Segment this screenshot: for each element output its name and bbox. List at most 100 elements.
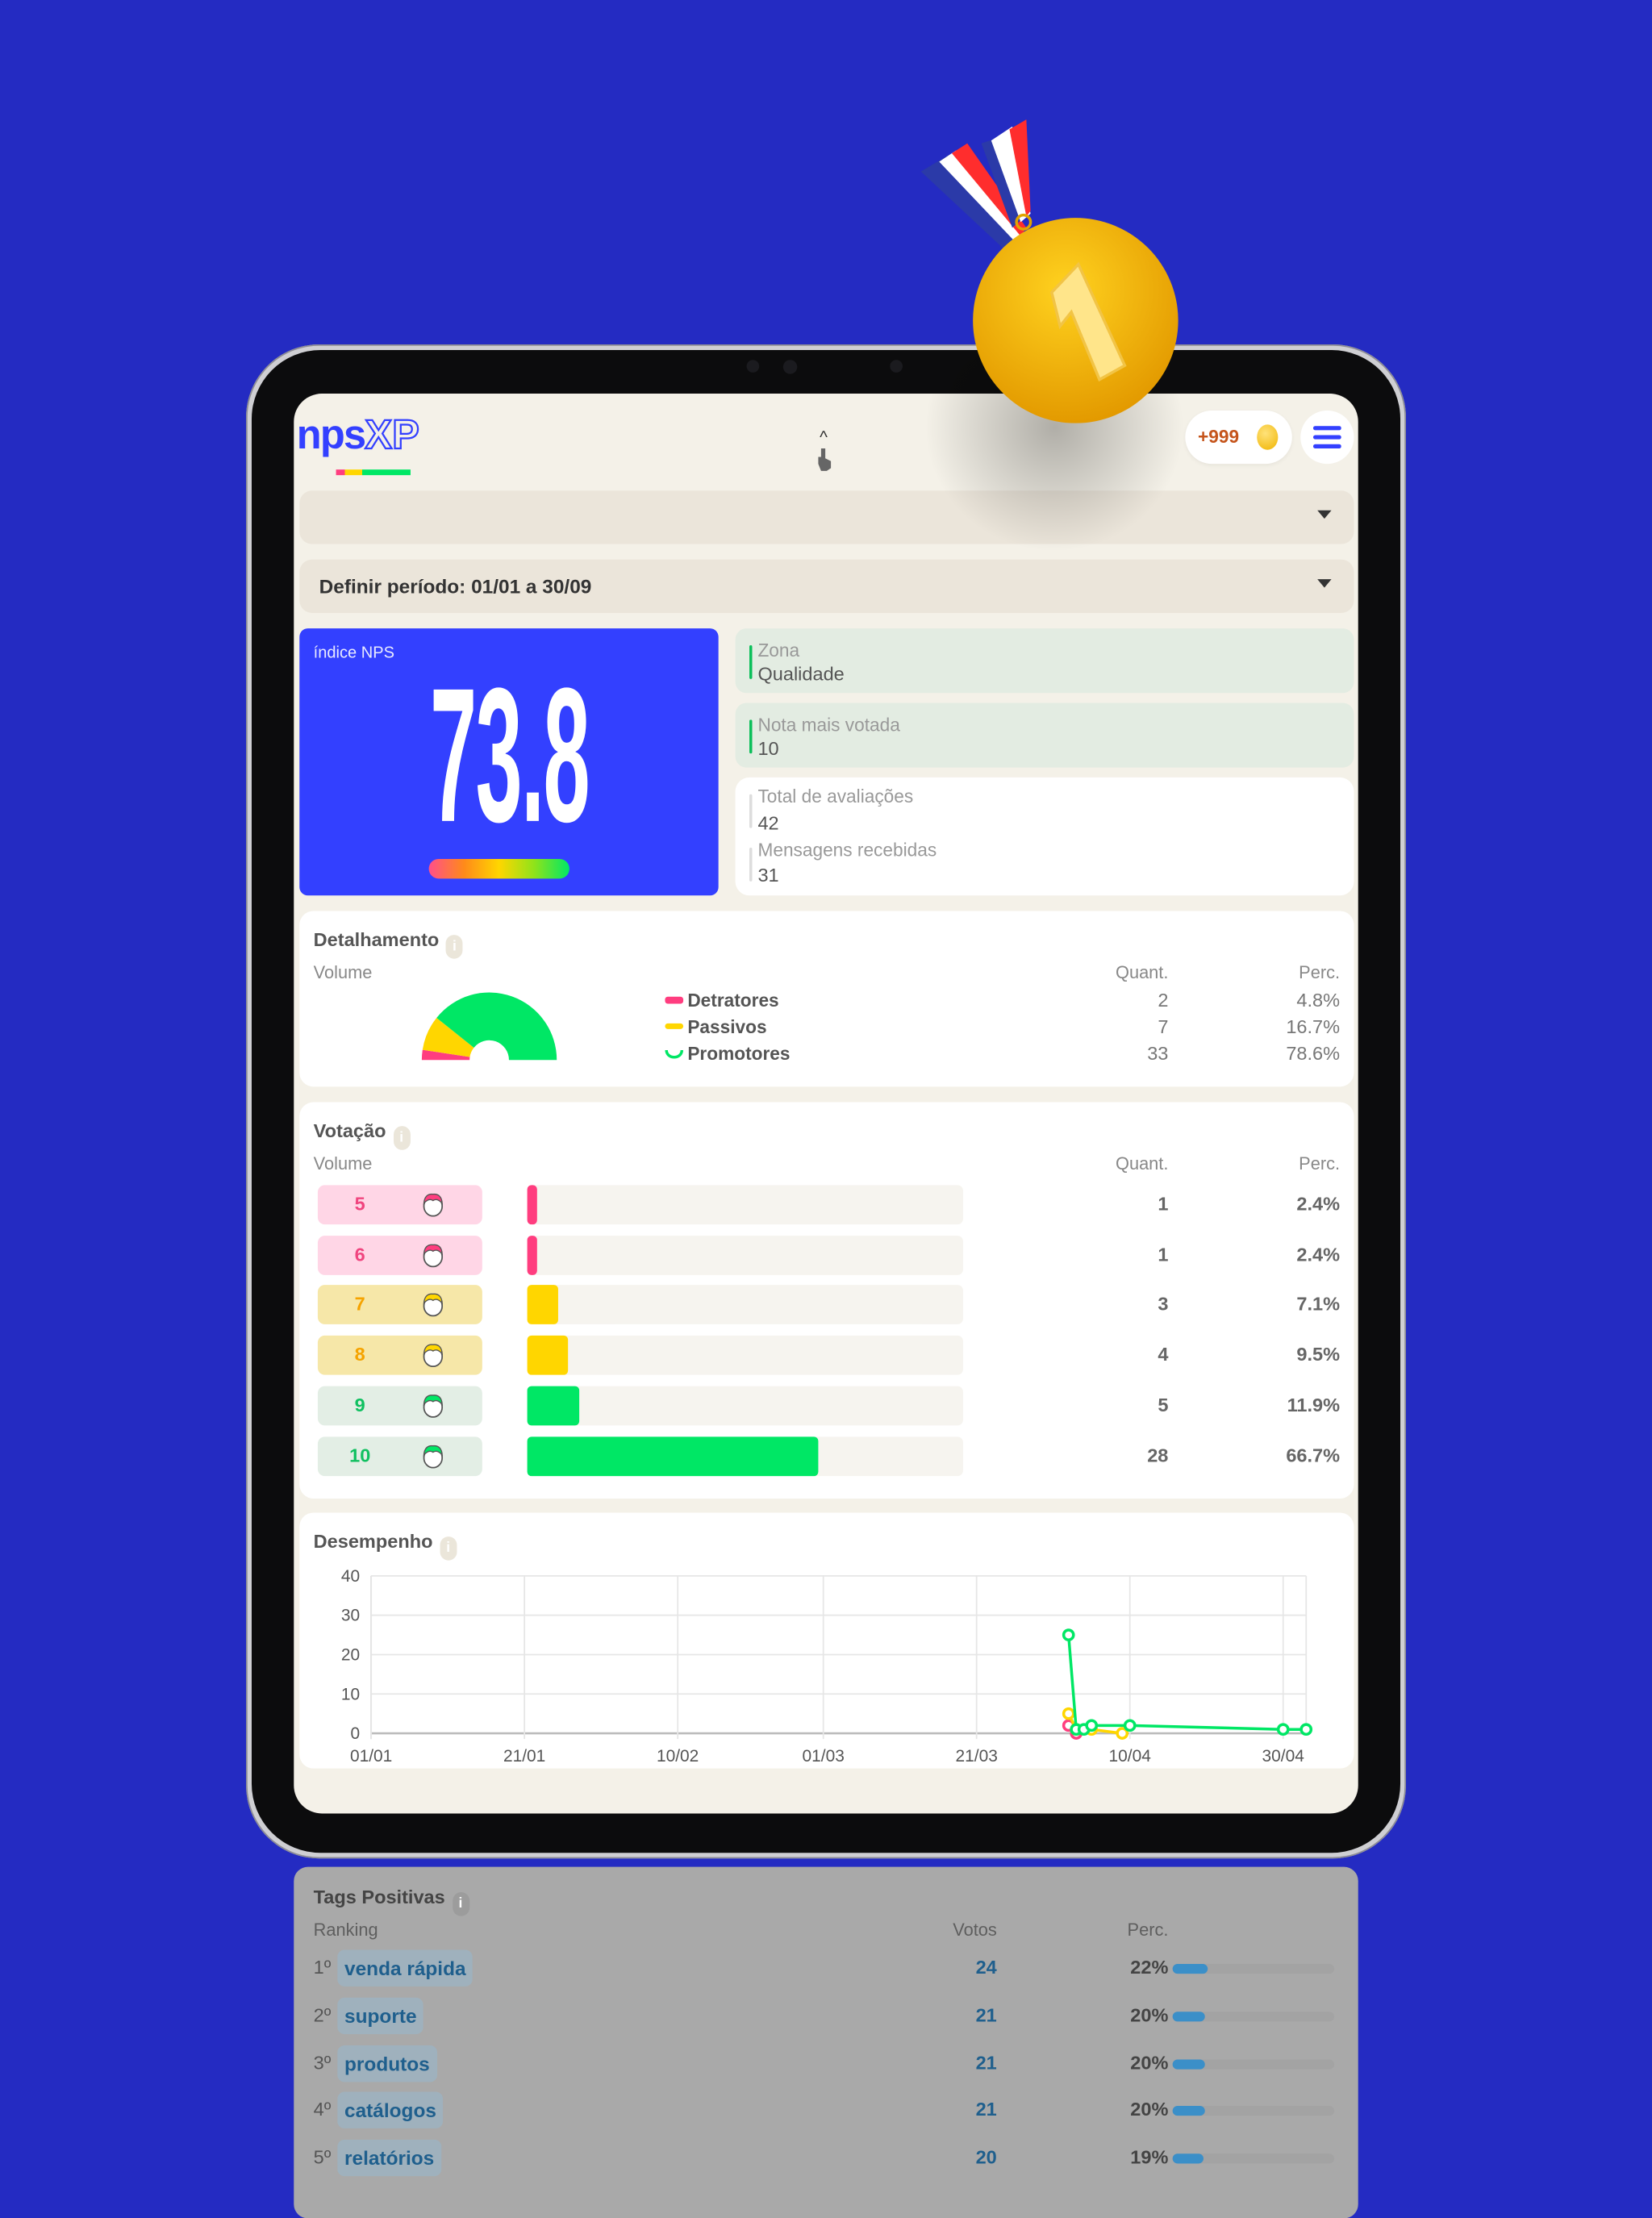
- score-pill: 6: [317, 1235, 482, 1275]
- face-icon: [423, 1244, 444, 1267]
- most-voted-value: 10: [757, 738, 779, 760]
- data-point[interactable]: [1116, 1727, 1129, 1740]
- tag-bar: [1172, 2106, 1205, 2116]
- tags-title-text: Tags Positivas: [313, 1887, 445, 1908]
- hamburger-icon: [1312, 426, 1341, 449]
- score-value: 10: [349, 1444, 371, 1466]
- info-icon[interactable]: i: [393, 1126, 411, 1150]
- detail-quant: 7: [1158, 1016, 1169, 1038]
- x-tick-label: 01/03: [803, 1747, 845, 1766]
- tag-chip[interactable]: catálogos: [337, 2092, 444, 2129]
- score-value: 7: [354, 1294, 365, 1315]
- tag-votes: 21: [975, 2052, 997, 2074]
- tag-votes: 24: [975, 1957, 997, 1978]
- logo-part-xp: XP: [364, 412, 420, 459]
- info-icon[interactable]: i: [440, 1536, 457, 1561]
- x-tick-label: 01/01: [350, 1747, 392, 1766]
- coins-count: +999: [1198, 426, 1240, 448]
- detail-volume-header: Volume: [313, 962, 373, 983]
- detail-card: Detalhamento i Volume Quant. Perc. Detrat…: [299, 911, 1354, 1087]
- votes-quant-header: Quant.: [1116, 1153, 1169, 1174]
- vote-bar-track: [527, 1335, 963, 1375]
- vote-perc: 66.7%: [1286, 1444, 1341, 1466]
- tag-chip[interactable]: relatórios: [337, 2140, 441, 2177]
- vote-bar: [527, 1235, 538, 1275]
- filter-dropdown[interactable]: [299, 490, 1354, 544]
- score-pill: 5: [317, 1185, 482, 1225]
- tag-rank: 2º: [313, 2004, 332, 2026]
- tag-votes: 20: [975, 2146, 997, 2169]
- tag-chip[interactable]: venda rápida: [337, 1949, 473, 1987]
- app-screen: npsXP ^ +999 Definir período: 01/01 a 30…: [294, 394, 1358, 1814]
- tag-bar-track: [1172, 2011, 1335, 2022]
- coins-badge[interactable]: +999: [1185, 410, 1292, 465]
- tag-bar: [1172, 2011, 1205, 2022]
- legend-label: Passivos: [687, 1016, 767, 1038]
- series-line: [1066, 1634, 1307, 1731]
- data-point[interactable]: [1299, 1723, 1313, 1736]
- vote-bar: [527, 1335, 569, 1375]
- gauge-segment: [421, 1049, 470, 1061]
- data-point[interactable]: [1062, 1628, 1075, 1641]
- vote-quant: 1: [1158, 1243, 1169, 1265]
- tag-chip[interactable]: suporte: [337, 1997, 424, 2034]
- camera-icon: [782, 360, 798, 374]
- logo: npsXP: [296, 412, 420, 476]
- vote-bar: [527, 1285, 558, 1325]
- data-point[interactable]: [1085, 1719, 1099, 1732]
- info-icon[interactable]: i: [446, 935, 463, 959]
- tag-bar-track: [1172, 2106, 1335, 2116]
- total-value: 42: [757, 812, 779, 834]
- x-tick-label: 30/04: [1262, 1747, 1305, 1766]
- data-point[interactable]: [1123, 1719, 1137, 1732]
- info-icon[interactable]: i: [452, 1892, 469, 1916]
- period-dropdown[interactable]: Definir período: 01/01 a 30/09: [299, 559, 1354, 613]
- y-tick-label: 20: [341, 1645, 360, 1664]
- y-tick-label: 40: [341, 1567, 360, 1586]
- menu-button[interactable]: [1300, 410, 1354, 465]
- vote-bar-track: [527, 1285, 963, 1325]
- votes-title: Votação i: [314, 1120, 411, 1150]
- tag-perc: 19%: [1130, 2146, 1169, 2169]
- y-tick-label: 0: [351, 1724, 361, 1743]
- tag-bar-track: [1172, 2058, 1335, 2069]
- face-icon: [423, 1344, 444, 1368]
- data-point[interactable]: [1276, 1723, 1290, 1736]
- pull-caret-icon[interactable]: ^: [820, 427, 828, 448]
- detail-quant: 33: [1147, 1043, 1169, 1065]
- vote-bar: [527, 1185, 538, 1225]
- messages-value: 31: [757, 864, 779, 886]
- x-tick-label: 10/04: [1109, 1747, 1152, 1766]
- sensor-icon: [890, 360, 903, 373]
- legend-icon: [665, 996, 684, 1004]
- hand-pointer-icon: [818, 448, 832, 471]
- period-dropdown-value: Definir período: 01/01 a 30/09: [319, 574, 592, 598]
- most-voted-label: Nota mais votada: [757, 714, 900, 736]
- score-value: 9: [354, 1394, 365, 1415]
- tag-chip[interactable]: produtos: [337, 2045, 437, 2082]
- vote-bar: [527, 1386, 579, 1426]
- vote-quant: 4: [1158, 1344, 1169, 1365]
- nps-value: 73.8: [429, 648, 590, 862]
- messages-indicator: [749, 848, 753, 882]
- tag-votes: 21: [975, 2004, 997, 2026]
- dropdown-arrow-icon: [1317, 579, 1332, 588]
- zone-card: Zona Qualidade: [735, 628, 1354, 694]
- data-point[interactable]: [1062, 1707, 1075, 1720]
- most-voted-card: Nota mais votada 10: [735, 703, 1354, 768]
- gauge-segment: [436, 992, 557, 1061]
- nps-label: índice NPS: [313, 645, 394, 662]
- tag-rank: 4º: [313, 2099, 332, 2121]
- zone-label: Zona: [757, 640, 800, 661]
- logo-part-nps: nps: [296, 413, 366, 459]
- detail-perc: 4.8%: [1296, 990, 1341, 1011]
- vote-bar-track: [527, 1386, 963, 1426]
- total-label: Total de avaliações: [757, 786, 914, 807]
- gold-medal-icon: [920, 119, 1179, 423]
- tag-bar: [1172, 2058, 1205, 2069]
- tags-ranking-header: Ranking: [313, 1920, 378, 1941]
- legend-label: Promotores: [687, 1043, 791, 1065]
- detail-quant-header: Quant.: [1116, 962, 1169, 983]
- score-pill: 9: [317, 1386, 482, 1426]
- positive-tags-card: Tags Positivas i Ranking Votos Perc. 1º ve…: [294, 1866, 1358, 2218]
